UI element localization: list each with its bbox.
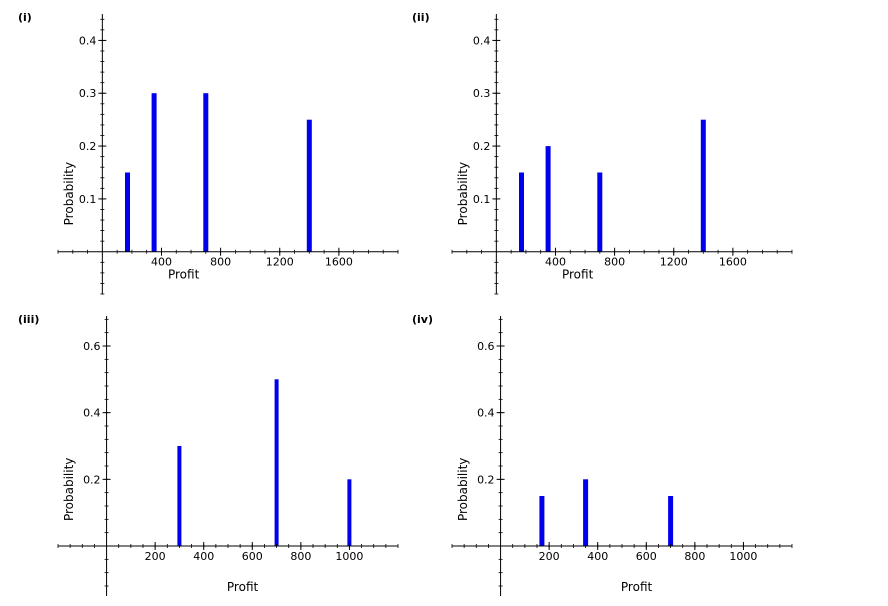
x-tick-label: 800 [210, 256, 231, 269]
bar-2 [274, 379, 279, 546]
bar-3 [597, 172, 603, 252]
x-tick-label: 1600 [719, 256, 747, 269]
x-axis-title: Profit [168, 268, 200, 282]
chart-panel-4: (iv) 200 400 600 800 1000 0.2 0.4 0.6 Profit Proba… [412, 313, 793, 596]
y-tick-label: 0.1 [473, 193, 491, 206]
x-axis-title: Profit [621, 580, 653, 594]
bar-4 [700, 119, 706, 252]
x-tick-label: 200 [539, 550, 560, 563]
x-tick-label: 400 [151, 256, 172, 269]
bar-1 [519, 172, 524, 252]
y-tick-label: 0.6 [477, 340, 495, 353]
x-tick-label: 1000 [335, 550, 363, 563]
x-tick-label: 800 [604, 256, 625, 269]
bar-3 [347, 479, 352, 546]
y-tick-label: 0.2 [83, 473, 101, 486]
bar-1 [539, 496, 545, 546]
y-axis-title: Probability [456, 458, 470, 521]
bar-3 [668, 496, 674, 546]
x-tick-label: 600 [636, 550, 657, 563]
x-tick-label: 1200 [266, 256, 294, 269]
panel-label: (i) [18, 11, 32, 24]
chart-panel-2: (ii) 400 800 1200 1600 0.1 0.2 0.3 0.4 Profit Prob… [412, 11, 793, 295]
x-tick-label: 1600 [325, 256, 353, 269]
y-tick-label: 0.2 [79, 140, 97, 153]
panel-label: (iv) [412, 313, 433, 326]
y-tick-label: 0.4 [79, 34, 97, 47]
bar-1 [125, 172, 130, 252]
panel-label: (ii) [412, 11, 430, 24]
bar-2 [583, 479, 589, 546]
x-tick-label: 800 [684, 550, 705, 563]
x-tick-label: 400 [545, 256, 566, 269]
bar-2 [151, 93, 157, 252]
bar-2 [545, 146, 551, 252]
x-tick-label: 400 [587, 550, 608, 563]
y-tick-label: 0.3 [473, 87, 491, 100]
y-tick-label: 0.1 [79, 193, 97, 206]
x-tick-label: 600 [242, 550, 263, 563]
y-axis-title: Probability [456, 162, 470, 225]
y-axis-title: Probability [62, 162, 76, 225]
x-axis-title: Profit [562, 268, 594, 282]
y-tick-label: 0.2 [477, 473, 495, 486]
y-tick-label: 0.2 [473, 140, 491, 153]
y-tick-label: 0.4 [477, 407, 495, 420]
panel-label: (iii) [18, 313, 39, 326]
x-tick-label: 1000 [729, 550, 757, 563]
x-axis-title: Profit [227, 580, 259, 594]
y-tick-label: 0.4 [473, 34, 491, 47]
x-tick-label: 800 [290, 550, 311, 563]
x-tick-label: 200 [145, 550, 166, 563]
x-tick-label: 1200 [660, 256, 688, 269]
chart-panel-1: (i) 400 800 1200 1600 0.1 0.2 0.3 0.4 Profit Proba… [18, 11, 399, 295]
y-tick-label: 0.6 [83, 340, 101, 353]
bar-4 [306, 119, 312, 252]
y-tick-label: 0.4 [83, 407, 101, 420]
y-axis-title: Probability [62, 458, 76, 521]
x-tick-label: 400 [193, 550, 214, 563]
chart-panel-3: (iii) 200 400 600 800 1000 0.2 0.4 0.6 Profit Prob… [18, 313, 399, 596]
y-tick-label: 0.3 [79, 87, 97, 100]
bar-1 [177, 446, 182, 546]
bar-3 [203, 93, 209, 252]
